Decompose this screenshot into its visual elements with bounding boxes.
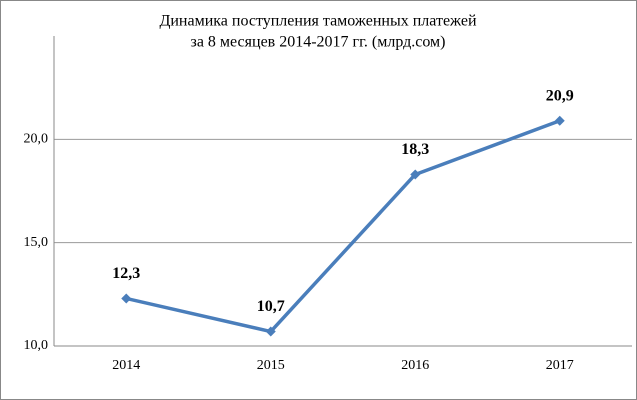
x-tick-label: 2016 xyxy=(401,358,429,373)
x-tick-label: 2015 xyxy=(257,358,285,373)
value-label: 20,9 xyxy=(546,87,574,104)
marker xyxy=(554,115,565,126)
marker xyxy=(121,293,132,304)
value-label: 18,3 xyxy=(401,141,429,158)
value-label: 10,7 xyxy=(257,298,285,315)
x-tick-label: 2017 xyxy=(546,358,574,373)
value-label: 12,3 xyxy=(112,265,140,282)
y-tick-label: 10,0 xyxy=(24,338,49,353)
marker xyxy=(265,326,276,337)
y-tick-label: 20,0 xyxy=(24,132,49,147)
line xyxy=(125,119,561,334)
x-tick-label: 2014 xyxy=(112,358,140,373)
y-tick-label: 15,0 xyxy=(24,235,49,250)
marker xyxy=(410,169,421,180)
chart-title: за 8 месяцев 2014-2017 гг. (млрд.сом) xyxy=(191,34,446,51)
chart-title: Динамика поступления таможенных платежей xyxy=(159,13,477,30)
